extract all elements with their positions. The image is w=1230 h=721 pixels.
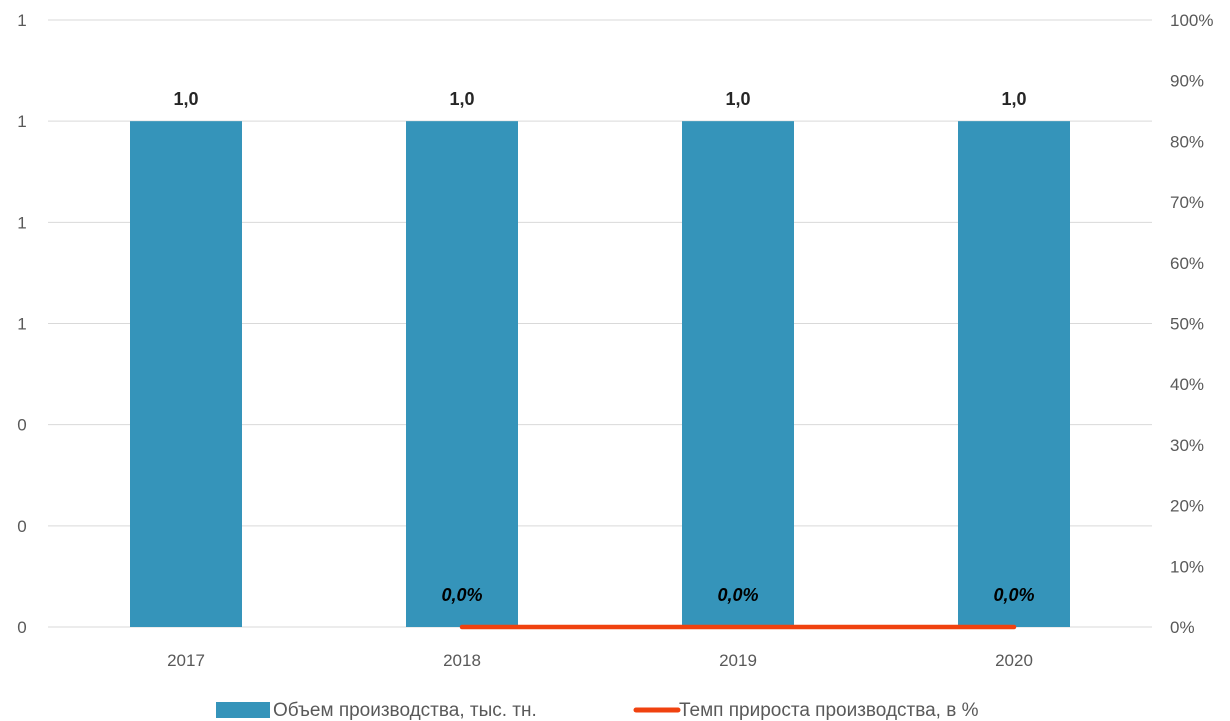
bar: [406, 121, 518, 628]
line-data-label: 0,0%: [717, 585, 758, 605]
x-tick-label: 2019: [719, 651, 757, 670]
bar-data-label: 1,0: [725, 89, 750, 109]
y-left-tick-label: 1: [17, 213, 26, 232]
y-right-tick-label: 60%: [1170, 254, 1204, 273]
x-tick-label: 2020: [995, 651, 1033, 670]
y-right-tick-label: 90%: [1170, 72, 1204, 91]
y-left-tick-label: 0: [17, 618, 26, 637]
y-left-tick-label: 1: [17, 315, 26, 334]
legend-swatch-bar: [216, 702, 270, 718]
bar-data-label: 1,0: [173, 89, 198, 109]
y-right-tick-label: 20%: [1170, 497, 1204, 516]
y-right-tick-label: 0%: [1170, 618, 1195, 637]
bar: [682, 121, 794, 628]
bar: [130, 121, 242, 628]
legend-label-line: Темп прироста производства, в %: [679, 700, 979, 721]
y-right-tick-label: 80%: [1170, 132, 1204, 151]
y-right-tick-label: 30%: [1170, 436, 1204, 455]
y-right-tick-label: 100%: [1170, 11, 1213, 30]
y-right-tick-label: 10%: [1170, 557, 1204, 576]
y-left-tick-label: 0: [17, 416, 26, 435]
y-right-tick-label: 50%: [1170, 315, 1204, 334]
bar-data-label: 1,0: [449, 89, 474, 109]
x-tick-label: 2018: [443, 651, 481, 670]
bar: [958, 121, 1070, 628]
y-right-tick-label: 40%: [1170, 375, 1204, 394]
line-data-label: 0,0%: [441, 585, 482, 605]
y-right-tick-label: 70%: [1170, 193, 1204, 212]
y-left-tick-label: 1: [17, 112, 26, 131]
line-data-label: 0,0%: [993, 585, 1034, 605]
legend-label-bar: Объем производства, тыс. тн.: [273, 700, 537, 721]
x-tick-label: 2017: [167, 651, 205, 670]
y-left-tick-label: 1: [17, 11, 26, 30]
y-left-tick-label: 0: [17, 517, 26, 536]
bar-data-label: 1,0: [1001, 89, 1026, 109]
